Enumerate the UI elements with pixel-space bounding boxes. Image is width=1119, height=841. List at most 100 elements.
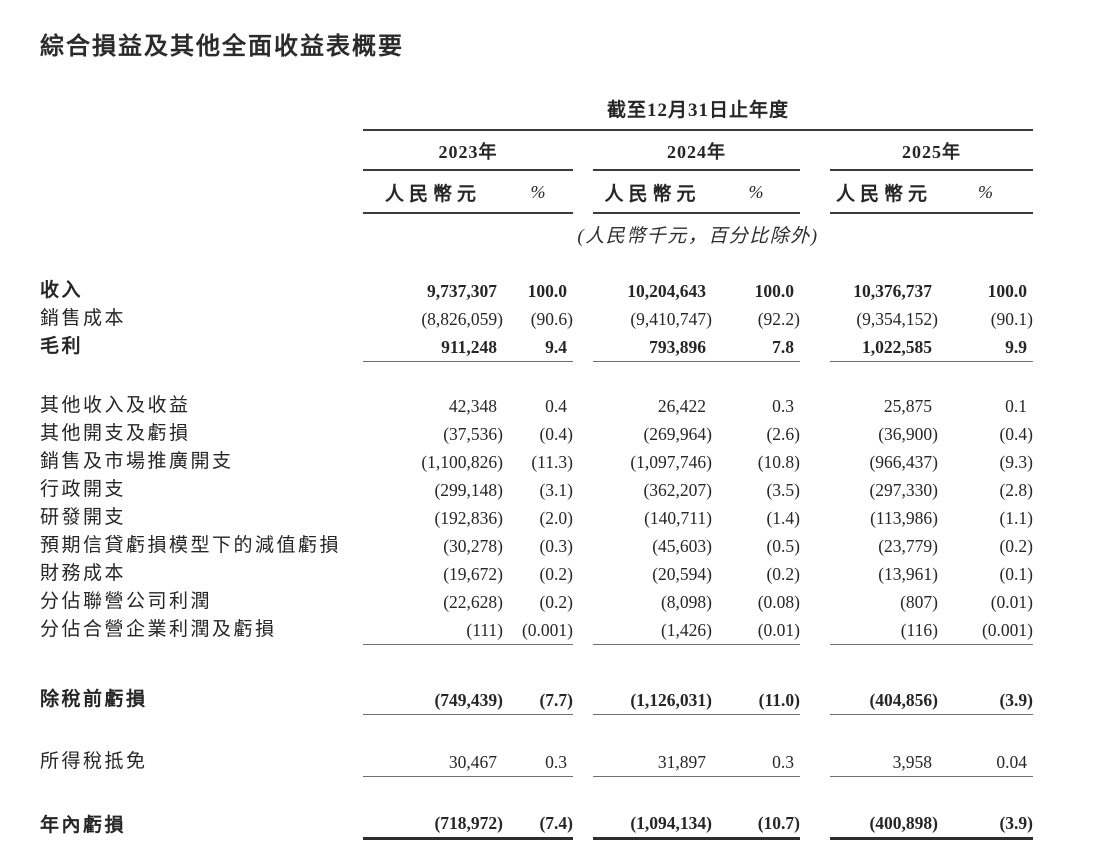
amount-cell: (400,898)	[830, 809, 938, 841]
year-header-row: 2023年 2024年 2025年	[40, 130, 1034, 171]
pct-cell: (0.3)	[539, 535, 573, 556]
pct-cell: (90.1)	[990, 309, 1034, 329]
table-row: 銷售及市場推廣開支 (1,100,826) (11.3) (1,097,746)…	[40, 448, 1033, 476]
amount-cell: 3,958	[830, 747, 938, 777]
pct-cell: (0.001)	[503, 615, 573, 645]
pct-cell: (0.4)	[999, 423, 1034, 444]
table-row: 研發開支 (192,836) (2.0) (140,711) (1.4) (11…	[40, 504, 1033, 532]
pct-cell: 100.0	[987, 281, 1028, 301]
amount-cell: 793,896	[593, 333, 712, 362]
amount-cell: 9,737,307	[427, 281, 497, 301]
amount-cell: (9,354,152)	[856, 309, 938, 329]
row-label: 分佔聯營公司利潤	[40, 590, 213, 612]
pct-cell: (0.08)	[757, 591, 800, 612]
pct-cell: (0.4)	[539, 423, 573, 444]
spacer-row	[40, 776, 1033, 809]
amount-cell: (1,094,134)	[593, 809, 712, 841]
year-header-2023: 2023年	[363, 130, 573, 171]
pct-cell: (0.001)	[938, 615, 1034, 645]
amount-cell: (116)	[830, 615, 938, 645]
amount-cell: (19,672)	[443, 563, 503, 584]
amount-cell: (8,826,059)	[421, 309, 503, 329]
row-label: 財務成本	[40, 562, 127, 584]
table-row: 行政開支 (299,148) (3.1) (362,207) (3.5) (29…	[40, 476, 1033, 504]
income-statement-table: 截至12月31日止年度 2023年 2024年 2025年 人民幣元 % 人民幣…	[40, 95, 1034, 841]
amount-cell: (45,603)	[652, 535, 712, 556]
pct-cell: 100.0	[527, 281, 567, 301]
amount-cell: (111)	[363, 615, 503, 645]
period-header: 截至12月31日止年度	[363, 95, 1034, 131]
amount-cell: (269,964)	[643, 423, 712, 444]
amount-cell: 10,204,643	[627, 281, 706, 301]
pct-cell: (10.8)	[757, 451, 800, 472]
unit-note: (人民幣千元，百分比除外)	[577, 226, 819, 247]
spacer-row	[40, 644, 1033, 686]
amount-cell: (1,126,031)	[593, 686, 712, 715]
pct-cell: 0.4	[545, 395, 567, 416]
pct-cell: (0.2)	[539, 591, 573, 612]
pct-cell: (7.7)	[503, 686, 573, 715]
amount-cell: 26,422	[657, 395, 706, 416]
year-header-2024: 2024年	[593, 130, 800, 171]
table-row: 分佔聯營公司利潤 (22,628) (0.2) (8,098) (0.08) (…	[40, 588, 1033, 616]
amount-cell: (297,330)	[869, 479, 938, 500]
amount-header-2023: 人民幣元	[363, 170, 503, 214]
amount-cell: (299,148)	[434, 479, 503, 500]
row-label: 其他開支及虧損	[40, 422, 191, 444]
table-row: 其他收入及收益 42,348 0.4 26,422 0.3 25,875 0.1	[40, 392, 1033, 420]
row-label: 除稅前虧損	[40, 689, 148, 711]
amount-cell: 911,248	[363, 333, 503, 362]
pct-cell: (11.0)	[712, 686, 800, 715]
amount-cell: (30,278)	[443, 535, 503, 556]
header-gap	[40, 250, 1033, 277]
amount-cell: 25,875	[883, 395, 932, 416]
table-row: 其他開支及虧損 (37,536) (0.4) (269,964) (2.6) (…	[40, 420, 1033, 448]
spacer-row	[40, 362, 1033, 392]
year-header-2025: 2025年	[830, 130, 1034, 171]
table-row: 所得稅抵免 30,467 0.3 31,897 0.3 3,958 0.04	[40, 747, 1034, 777]
pct-cell: (3.5)	[766, 479, 800, 500]
amount-cell: (13,961)	[878, 563, 938, 584]
page-title: 綜合損益及其他全面收益表概要	[40, 34, 404, 60]
table-row: 除稅前虧損 (749,439) (7.7) (1,126,031) (11.0)…	[40, 686, 1034, 715]
pct-cell: (2.6)	[766, 423, 800, 444]
pct-cell: (1.4)	[766, 507, 800, 528]
pct-cell: (0.2)	[539, 563, 573, 584]
amount-cell: 1,022,585	[830, 333, 938, 362]
row-label: 銷售及市場推廣開支	[40, 450, 234, 472]
amount-cell: (749,439)	[363, 686, 503, 715]
amount-cell: (113,986)	[870, 507, 938, 528]
pct-cell: (3.9)	[938, 686, 1034, 715]
pct-cell: (3.1)	[539, 479, 573, 500]
amount-cell: 31,897	[593, 747, 712, 777]
pct-cell: 0.3	[772, 395, 794, 416]
amount-cell: 30,467	[363, 747, 503, 777]
pct-cell: (0.01)	[712, 615, 800, 645]
pct-cell: (0.2)	[999, 535, 1034, 556]
amount-cell: (718,972)	[363, 809, 503, 841]
pct-header-2023: %	[503, 170, 573, 214]
row-label: 其他收入及收益	[40, 394, 191, 416]
amount-cell: (23,779)	[878, 535, 938, 556]
amount-cell: (192,836)	[434, 507, 503, 528]
amount-cell: (1,100,826)	[421, 451, 503, 472]
pct-cell: (2.8)	[999, 479, 1034, 500]
amount-cell: (966,437)	[869, 451, 938, 472]
pct-cell: 0.3	[503, 747, 573, 777]
pct-cell: (0.1)	[999, 563, 1034, 584]
pct-cell: 0.3	[712, 747, 800, 777]
row-label: 毛利	[40, 336, 84, 358]
amount-cell: (404,856)	[830, 686, 938, 715]
amount-cell: (1,097,746)	[630, 451, 712, 472]
pct-cell: 100.0	[754, 281, 794, 301]
row-label: 年內虧損	[40, 814, 127, 836]
pct-cell: (0.2)	[766, 563, 800, 584]
pct-cell: (7.4)	[503, 809, 573, 841]
row-label: 銷售成本	[40, 308, 127, 329]
pct-header-2024: %	[712, 170, 800, 214]
pct-cell: (0.01)	[990, 591, 1034, 612]
subheader-row: 人民幣元 % 人民幣元 % 人民幣元 %	[40, 170, 1034, 214]
amount-cell: 42,348	[448, 395, 497, 416]
table-row: 財務成本 (19,672) (0.2) (20,594) (0.2) (13,9…	[40, 560, 1033, 588]
amount-cell: (37,536)	[443, 423, 503, 444]
